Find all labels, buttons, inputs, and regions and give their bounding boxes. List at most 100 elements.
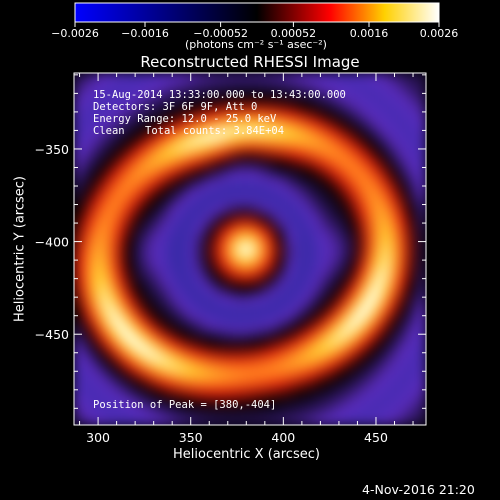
heatmap-cell [179, 371, 189, 382]
heatmap-cell [99, 169, 110, 180]
heatmap-cell [293, 310, 304, 320]
heatmap-cell [284, 98, 295, 109]
heatmap-cell [117, 301, 128, 312]
heatmap-cell [249, 362, 260, 373]
heatmap-cell [82, 398, 93, 408]
heatmap-cell [275, 222, 286, 232]
heatmap-cell [416, 151, 426, 162]
heatmap-cell [328, 107, 339, 118]
heatmap-cell [399, 213, 409, 224]
heatmap-cell [240, 283, 251, 294]
heatmap-cell [372, 345, 383, 356]
heatmap-cell [179, 160, 189, 171]
heatmap-cell [407, 222, 418, 232]
heatmap-cell [231, 107, 242, 118]
heatmap-cell [275, 389, 286, 400]
heatmap-cell [258, 301, 269, 312]
heatmap-cell [82, 406, 93, 417]
heatmap-cell [223, 398, 233, 408]
heatmap-cell [143, 336, 154, 347]
heatmap-cell [135, 107, 145, 118]
heatmap-cell [381, 73, 392, 83]
heatmap-cell [196, 160, 207, 171]
heatmap-cell [390, 213, 401, 224]
heatmap-cell [372, 380, 383, 391]
heatmap-cell [311, 239, 321, 250]
heatmap-cell [416, 380, 426, 391]
heatmap-cell [126, 336, 137, 347]
heatmap-cell [372, 406, 383, 417]
heatmap-cell [346, 318, 357, 329]
heatmap-cell [258, 213, 269, 224]
heatmap-cell [161, 318, 172, 329]
heatmap-cell [117, 125, 128, 136]
heatmap-cell [108, 389, 119, 400]
heatmap-cell [143, 222, 154, 232]
heatmap-cell [117, 292, 128, 303]
heatmap-cell [355, 73, 365, 83]
heatmap-cell [328, 362, 339, 373]
heatmap-cell [82, 283, 93, 294]
heatmap-cell [355, 318, 365, 329]
heatmap-cell [249, 283, 260, 294]
heatmap-cell [187, 354, 198, 364]
heatmap-cell [407, 274, 418, 285]
heatmap-cell [231, 398, 242, 408]
heatmap-cell [258, 178, 269, 188]
heatmap-cell [346, 345, 357, 356]
heatmap-cell [311, 125, 321, 136]
heatmap-cell [346, 266, 357, 276]
heatmap-cell [143, 98, 154, 109]
colorbar-tick-label: −0.00052 [193, 27, 248, 40]
heatmap-cell [390, 345, 401, 356]
heatmap-cell [187, 81, 198, 92]
heatmap-cell [126, 195, 137, 206]
heatmap-cell [363, 195, 374, 206]
heatmap-cell [363, 274, 374, 285]
heatmap-cell [346, 222, 357, 232]
heatmap-cell [205, 230, 216, 241]
heatmap-cell [126, 151, 137, 162]
heatmap-cell [117, 230, 128, 241]
heatmap-cell [363, 90, 374, 100]
heatmap-cell [214, 186, 225, 197]
heatmap-cell [214, 301, 225, 312]
heatmap-cell [372, 283, 383, 294]
heatmap-cell [328, 318, 339, 329]
x-tick-label: 300 [86, 430, 110, 445]
heatmap-cell [214, 134, 225, 144]
heatmap-cell [372, 142, 383, 153]
heatmap-cell [328, 354, 339, 364]
heatmap-cell [240, 239, 251, 250]
heatmap-cell [126, 134, 137, 144]
heatmap-cell [170, 239, 181, 250]
heatmap-cell [267, 169, 277, 180]
heatmap-cell [372, 248, 383, 259]
heatmap-cell [390, 195, 401, 206]
heatmap-cell [275, 151, 286, 162]
heatmap-cell [399, 266, 409, 276]
heatmap-cell [99, 362, 110, 373]
heatmap-cell [372, 239, 383, 250]
heatmap-cell [355, 274, 365, 285]
heatmap-cell [108, 125, 119, 136]
heatmap-cell [416, 371, 426, 382]
heatmap-cell [399, 345, 409, 356]
heatmap-cell [390, 116, 401, 127]
heatmap-cell [284, 73, 295, 83]
heatmap-cell [275, 371, 286, 382]
heatmap-cell [91, 345, 101, 356]
heatmap-cell [126, 230, 137, 241]
heatmap-cell [74, 151, 84, 162]
heatmap-cell [267, 345, 277, 356]
heatmap-cell [82, 204, 93, 215]
heatmap-cell [170, 371, 181, 382]
heatmap-cell [99, 398, 110, 408]
heatmap-cell [258, 169, 269, 180]
heatmap-cell [74, 327, 84, 338]
heatmap-cell [179, 336, 189, 347]
heatmap-cell [108, 345, 119, 356]
heatmap-cell [319, 186, 330, 197]
heatmap-cell [337, 90, 348, 100]
heatmap-cell [187, 169, 198, 180]
